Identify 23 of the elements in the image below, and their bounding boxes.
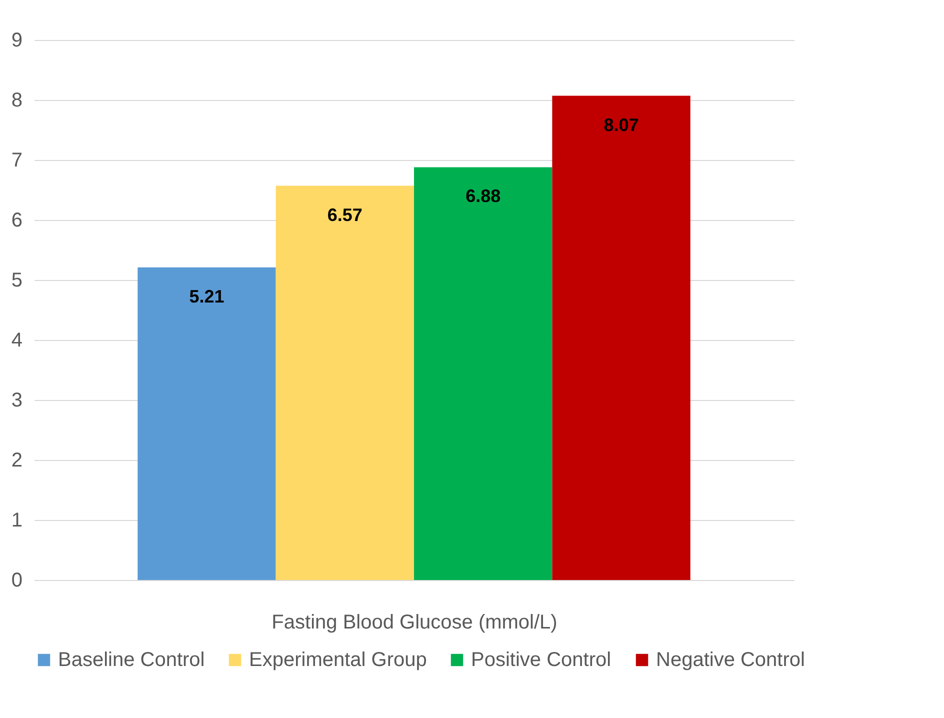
bar bbox=[414, 167, 552, 580]
y-tick-label: 9 bbox=[11, 30, 22, 52]
bar bbox=[276, 186, 414, 580]
y-tick-label: 6 bbox=[11, 210, 22, 232]
bar bbox=[138, 267, 276, 580]
data-label: 6.57 bbox=[327, 204, 362, 225]
legend-label: Positive Control bbox=[471, 649, 612, 671]
y-tick-label: 5 bbox=[11, 270, 22, 292]
data-label: 5.21 bbox=[189, 286, 224, 306]
y-tick-label: 8 bbox=[11, 90, 22, 112]
y-tick-label: 1 bbox=[11, 510, 22, 532]
data-label: 8.07 bbox=[604, 114, 639, 135]
y-tick-label: 2 bbox=[11, 450, 22, 472]
y-tick-label: 0 bbox=[11, 570, 22, 592]
y-tick-label: 7 bbox=[11, 150, 22, 172]
y-tick-label: 4 bbox=[11, 330, 22, 352]
y-tick-label: 3 bbox=[11, 390, 22, 412]
x-axis-title: Fasting Blood Glucose (mmol/L) bbox=[272, 612, 558, 634]
legend-label: Experimental Group bbox=[249, 649, 427, 671]
bar bbox=[552, 96, 690, 580]
legend-label: Negative Control bbox=[656, 649, 805, 671]
data-label: 6.88 bbox=[466, 186, 501, 206]
legend-label: Baseline Control bbox=[58, 649, 205, 671]
